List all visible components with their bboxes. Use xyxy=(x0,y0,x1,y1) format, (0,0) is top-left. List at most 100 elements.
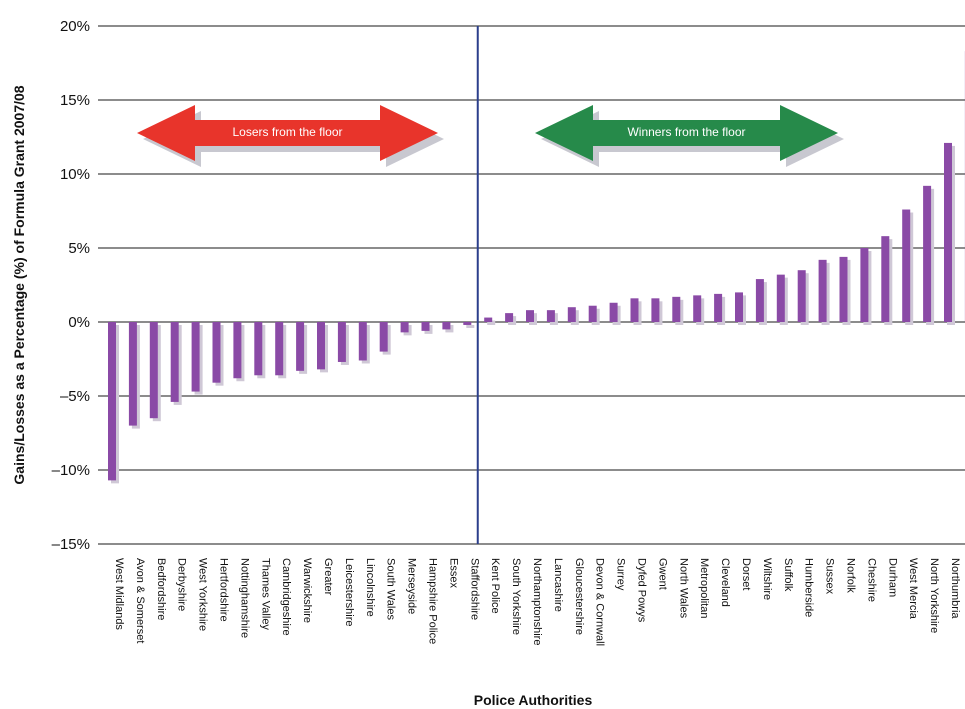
category-label: Hampshire Police xyxy=(427,558,439,644)
category-label: Essex xyxy=(447,558,459,588)
bar xyxy=(818,259,827,322)
bar xyxy=(128,322,137,426)
category-label: West Midlands xyxy=(113,558,125,630)
category-label: Leicestershire xyxy=(343,558,355,626)
category-label: Northumbria xyxy=(949,558,961,619)
bar xyxy=(108,322,116,481)
bar-shadow xyxy=(466,325,475,328)
bar xyxy=(400,322,409,333)
y-tick-label: 10% xyxy=(60,166,90,183)
y-tick-label: –15% xyxy=(52,536,90,553)
category-label: Kent Police xyxy=(489,558,501,614)
bar xyxy=(714,293,723,322)
bar xyxy=(546,310,555,322)
bar xyxy=(505,313,514,322)
category-label: North Wales xyxy=(677,558,689,619)
category-label: Dyfed Powys xyxy=(636,558,648,623)
bar xyxy=(902,209,911,322)
category-label: Norfolk xyxy=(845,558,857,593)
category-label: Gwent xyxy=(656,558,668,590)
bar xyxy=(421,322,430,331)
bar xyxy=(379,322,388,352)
gridlines xyxy=(98,25,965,545)
category-label: Staffordshire xyxy=(468,558,480,620)
category-label: South Yorkshire xyxy=(510,558,522,635)
category-label: Greater xyxy=(322,558,334,596)
bar xyxy=(442,322,451,330)
bar xyxy=(860,248,869,322)
category-label: Nottinghamshire xyxy=(238,558,250,638)
bar xyxy=(212,322,221,383)
y-tick-label: 0% xyxy=(68,314,90,331)
bar xyxy=(254,322,263,376)
bar xyxy=(881,236,890,322)
category-label: North Yorkshire xyxy=(928,558,940,633)
category-label: Devon & Cornwall xyxy=(594,558,606,646)
category-label: Gloucestershire xyxy=(573,558,585,635)
category-label: Cheshire xyxy=(865,558,877,602)
bar xyxy=(923,185,932,322)
category-label: Thames Valley xyxy=(259,558,271,630)
bar xyxy=(233,322,242,379)
category-label: Derbyshire xyxy=(176,558,188,611)
bar xyxy=(526,310,534,322)
bar xyxy=(672,296,681,322)
bar xyxy=(755,279,764,322)
bar xyxy=(170,322,179,402)
category-label: Sussex xyxy=(824,558,836,595)
y-tick-label: 5% xyxy=(68,240,90,257)
bar xyxy=(463,322,472,325)
y-axis-title: Gains/Losses as a Percentage (%) of Form… xyxy=(11,85,27,484)
category-label: Bedfordshire xyxy=(155,558,167,620)
bar xyxy=(337,322,346,362)
y-tick-labels: 20% 15% 10% 5% 0% –5% –10% –15% xyxy=(52,18,90,553)
category-label: Avon & Somerset xyxy=(134,558,146,643)
bar xyxy=(296,322,305,371)
bar xyxy=(693,295,702,322)
category-label: Suffolk xyxy=(782,558,794,592)
bar-shadow xyxy=(487,320,496,325)
bar xyxy=(630,298,639,322)
y-tick-label: –5% xyxy=(60,388,90,405)
category-labels: West Midlands Avon & Somerset Bedfordshire… xyxy=(113,558,961,646)
category-label: South Wales xyxy=(385,558,397,620)
category-label: Metropolitan xyxy=(698,558,710,619)
bar xyxy=(588,305,597,322)
y-tick-label: 20% xyxy=(60,18,90,35)
category-label: Cleveland xyxy=(719,558,731,607)
category-label: West Mercia xyxy=(907,558,919,620)
bar xyxy=(735,292,743,322)
losers-arrow-label: Losers from the floor xyxy=(232,125,342,139)
y-tick-label: –10% xyxy=(52,462,90,479)
category-label: Surrey xyxy=(615,558,627,591)
bar xyxy=(776,274,785,322)
category-label: Northamptonshire xyxy=(531,558,543,645)
y-tick-label: 15% xyxy=(60,92,90,109)
winners-arrow xyxy=(535,105,838,161)
category-label: Wiltshire xyxy=(761,558,773,600)
bar xyxy=(797,270,806,322)
annotation-arrows: Losers from the floor Winners from the f… xyxy=(137,105,844,167)
category-label: Warwickshire xyxy=(301,558,313,623)
bar xyxy=(651,298,660,322)
bar xyxy=(567,307,576,322)
bars xyxy=(108,51,965,484)
category-label: Dorset xyxy=(740,558,752,590)
bar xyxy=(275,322,284,376)
category-label: Merseyside xyxy=(406,558,418,614)
bar xyxy=(149,322,158,419)
category-label: Durham xyxy=(886,558,898,597)
bar xyxy=(944,142,952,322)
bar xyxy=(317,322,325,370)
bar xyxy=(609,302,618,322)
category-label: Hertfordshire xyxy=(218,558,230,622)
category-label: Lancashire xyxy=(552,558,564,612)
losers-arrow xyxy=(137,105,438,161)
category-label: Cambridgeshire xyxy=(280,558,292,636)
bar xyxy=(358,322,367,361)
category-label: West Yorkshire xyxy=(197,558,209,631)
x-axis-title: Police Authorities xyxy=(474,692,593,708)
category-label: Lincolnshire xyxy=(364,558,376,617)
winners-arrow-label: Winners from the floor xyxy=(627,125,745,139)
